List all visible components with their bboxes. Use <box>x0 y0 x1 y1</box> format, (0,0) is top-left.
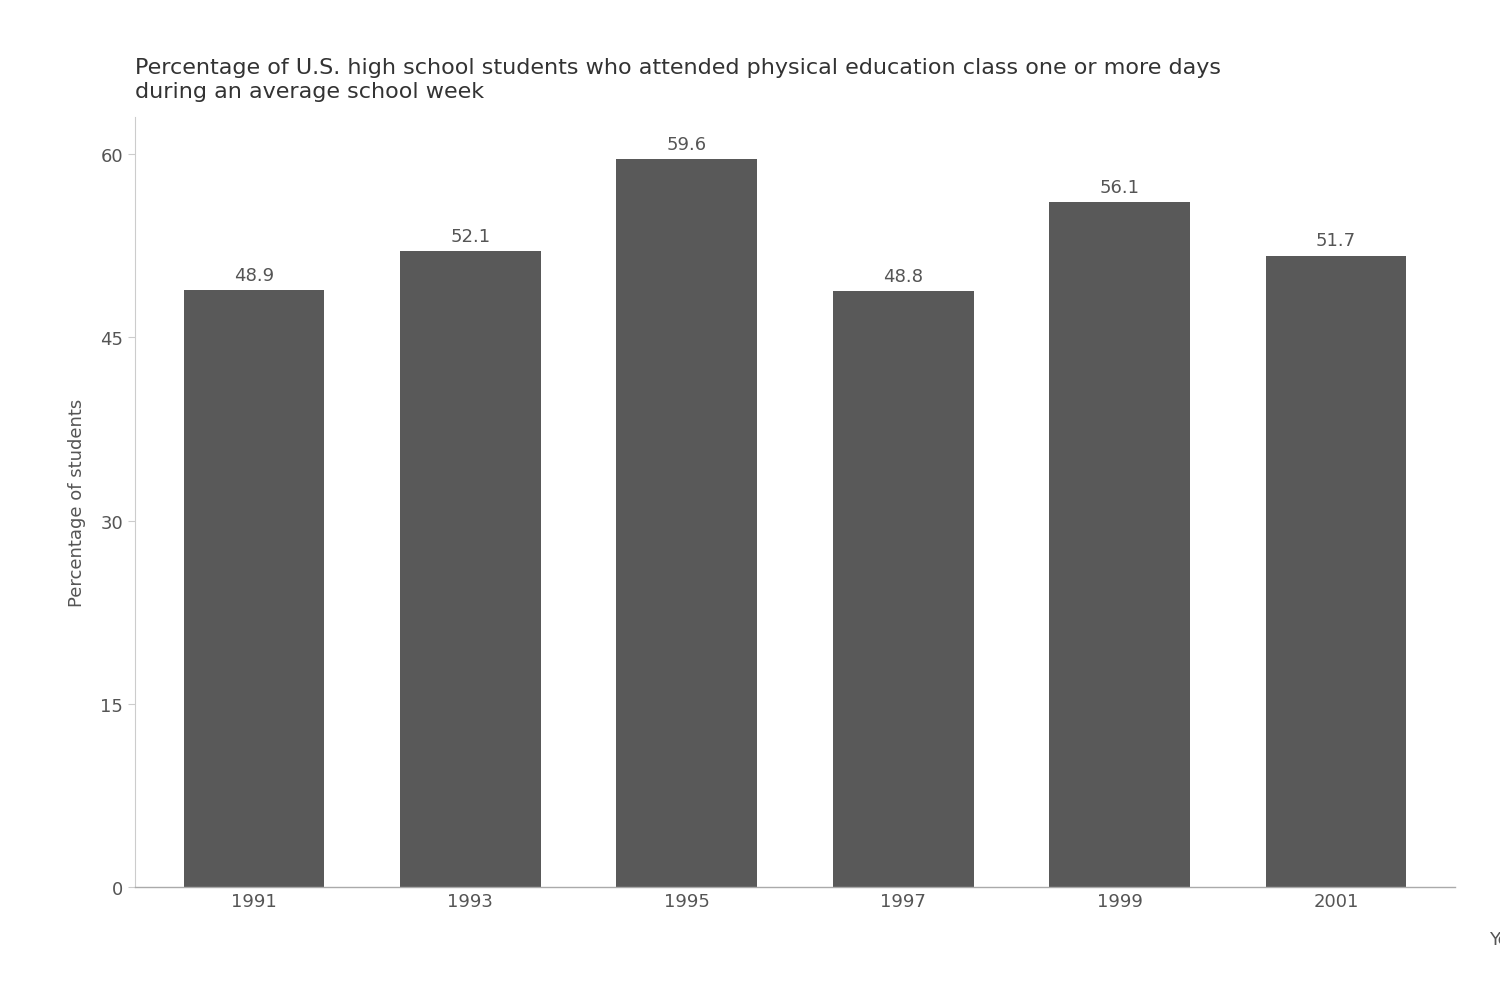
Text: 51.7: 51.7 <box>1316 232 1356 250</box>
X-axis label: Year: Year <box>1488 930 1500 948</box>
Bar <box>833 292 974 887</box>
Y-axis label: Percentage of students: Percentage of students <box>69 399 87 606</box>
Bar <box>400 251 540 887</box>
Bar <box>183 291 324 887</box>
Text: Percentage of U.S. high school students who attended physical education class on: Percentage of U.S. high school students … <box>135 58 1221 102</box>
Bar <box>616 160 758 887</box>
Text: 48.9: 48.9 <box>234 266 274 284</box>
Text: 56.1: 56.1 <box>1100 178 1140 196</box>
Text: 52.1: 52.1 <box>450 228 491 246</box>
Bar <box>1050 202 1190 887</box>
Text: 59.6: 59.6 <box>666 136 706 154</box>
Bar <box>1266 256 1407 887</box>
Text: 48.8: 48.8 <box>884 267 922 286</box>
